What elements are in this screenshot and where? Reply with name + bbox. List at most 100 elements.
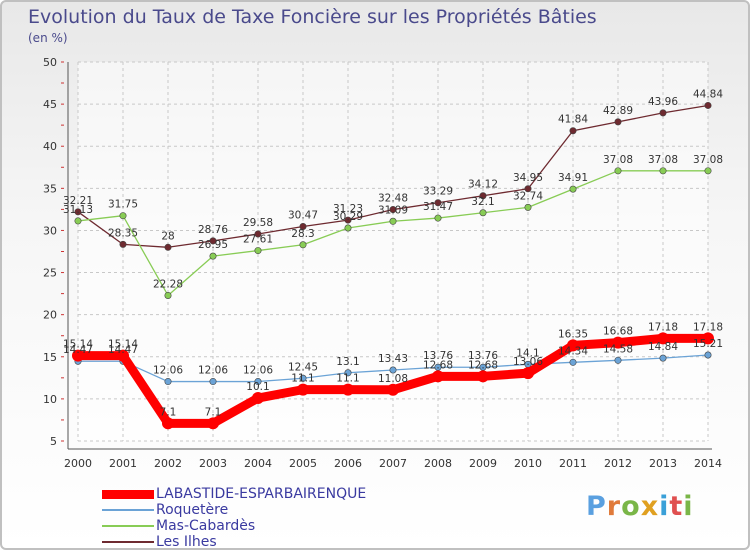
data-label: 14.58 [603, 343, 633, 355]
data-label: 13.76 [468, 350, 498, 362]
data-point [479, 209, 487, 217]
data-label: 28 [161, 230, 174, 242]
data-label: 11.1 [291, 373, 314, 385]
data-label: 32.48 [378, 193, 408, 205]
series-lines [72, 101, 714, 430]
data-point [209, 237, 217, 245]
data-label: 31.13 [63, 204, 93, 216]
data-label: 10.1 [246, 381, 269, 393]
data-point [164, 243, 172, 251]
x-tick-label: 2012 [604, 457, 632, 470]
data-point [614, 356, 622, 364]
data-label: 30.29 [333, 211, 363, 223]
data-point [569, 127, 577, 135]
legend-label: LABASTIDE-ESPARBAIRENQUE [156, 486, 367, 502]
data-point [659, 354, 667, 362]
logo-letter: t [669, 491, 684, 522]
data-point [164, 378, 172, 386]
y-tick-label: 10 [43, 393, 57, 406]
data-point [254, 247, 262, 255]
data-point [119, 212, 127, 220]
logo-letter: i [659, 491, 670, 522]
data-point [614, 118, 622, 126]
data-label: 31.23 [333, 203, 363, 215]
proxiti-logo: Proxiti [586, 491, 694, 522]
data-label: 42.89 [603, 105, 633, 117]
x-tick-label: 2004 [244, 457, 272, 470]
data-label: 37.08 [603, 154, 633, 166]
data-label: 14.47 [108, 344, 138, 356]
data-point [614, 167, 622, 175]
data-point [567, 339, 579, 352]
data-point [432, 370, 444, 383]
y-tick-label: 40 [43, 140, 57, 153]
data-label: 11.1 [336, 373, 359, 385]
data-label: 22.28 [153, 278, 183, 290]
logo-letter: r [606, 491, 622, 522]
data-point [344, 216, 352, 224]
data-label: 32.74 [513, 190, 543, 202]
data-labels: 15.14 15.14 7.1 7.1 10.1 11.1 11.1 11.08 12.68 12… [63, 88, 723, 418]
data-label: 34.95 [513, 172, 543, 184]
data-label: 31.75 [108, 199, 138, 211]
data-label: 14.34 [558, 345, 588, 357]
data-label: 13.76 [423, 350, 453, 362]
data-label: 17.18 [693, 321, 723, 333]
data-label: 28.3 [291, 228, 314, 240]
data-label: 12.68 [468, 359, 498, 371]
x-tick-label: 2008 [424, 457, 452, 470]
data-point [569, 358, 577, 366]
data-label: 27.61 [243, 234, 273, 246]
data-label: 12.68 [423, 359, 453, 371]
data-point [252, 392, 264, 405]
data-label: 12.06 [198, 365, 228, 377]
data-point [387, 383, 399, 396]
legend-swatch [102, 489, 154, 499]
data-label: 37.08 [648, 154, 678, 166]
data-point [72, 349, 84, 362]
data-label: 15.21 [693, 338, 723, 350]
data-label: 7.1 [160, 406, 177, 418]
data-point [299, 374, 307, 382]
data-label: 13.1 [336, 356, 359, 368]
data-label: 15.14 [63, 339, 93, 351]
x-tick-label: 2013 [649, 457, 677, 470]
x-tick-label: 2006 [334, 457, 362, 470]
data-point [704, 351, 712, 359]
data-point [389, 217, 397, 225]
y-tick-label: 5 [50, 435, 57, 448]
data-point [254, 230, 262, 238]
data-point [524, 203, 532, 211]
data-point [119, 240, 127, 248]
logo-letter: x [640, 491, 660, 522]
legend-swatch [102, 525, 154, 527]
data-point [209, 378, 217, 386]
data-label: 44.84 [693, 88, 723, 100]
data-point [657, 332, 669, 345]
data-label: 7.1 [205, 406, 222, 418]
x-tick-label: 2010 [514, 457, 542, 470]
x-tick-label: 2007 [379, 457, 407, 470]
data-label: 26.95 [198, 239, 228, 251]
data-point [477, 370, 489, 383]
legend-swatch [102, 541, 154, 543]
x-tick-label: 2000 [64, 457, 92, 470]
data-label: 31.09 [378, 204, 408, 216]
data-point [704, 167, 712, 175]
data-label: 41.84 [558, 114, 588, 126]
data-label: 12.06 [153, 365, 183, 377]
legend-label: Mas-Cabardès [156, 518, 256, 534]
data-point [74, 208, 82, 216]
data-point [299, 222, 307, 230]
data-label: 11.08 [378, 373, 408, 385]
data-label: 34.91 [558, 172, 588, 184]
data-point [659, 109, 667, 117]
data-label: 34.12 [468, 179, 498, 191]
data-point [297, 383, 309, 396]
data-point [389, 206, 397, 214]
data-point [522, 367, 534, 380]
x-tick-label: 2005 [289, 457, 317, 470]
data-point [434, 214, 442, 222]
